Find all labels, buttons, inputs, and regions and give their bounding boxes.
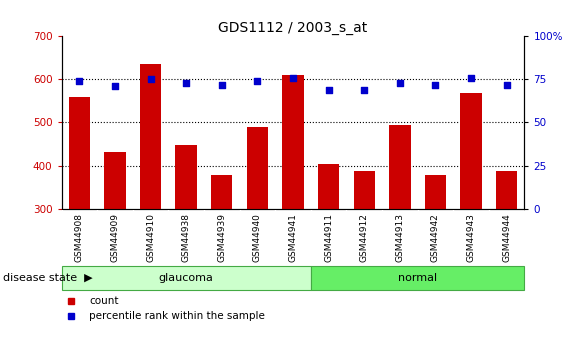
Point <box>74 78 84 84</box>
Bar <box>282 75 304 209</box>
Text: GSM44912: GSM44912 <box>360 213 369 262</box>
Point <box>110 83 120 89</box>
Bar <box>311 266 524 290</box>
Text: GSM44940: GSM44940 <box>253 213 262 262</box>
Point <box>395 80 404 86</box>
Bar <box>389 125 411 209</box>
Bar <box>461 93 482 209</box>
Bar <box>69 97 90 209</box>
Text: disease state  ▶: disease state ▶ <box>3 273 93 283</box>
Text: normal: normal <box>398 273 437 283</box>
Point <box>253 78 262 84</box>
Bar <box>247 127 268 209</box>
Text: GSM44944: GSM44944 <box>502 213 511 262</box>
Point <box>360 87 369 92</box>
Text: GSM44908: GSM44908 <box>75 213 84 262</box>
Bar <box>140 64 161 209</box>
Text: GSM44941: GSM44941 <box>288 213 298 262</box>
Text: GSM44913: GSM44913 <box>396 213 404 262</box>
Text: GSM44938: GSM44938 <box>182 213 190 262</box>
Point <box>502 82 512 87</box>
Text: count: count <box>89 296 119 306</box>
Point <box>466 75 476 80</box>
Text: percentile rank within the sample: percentile rank within the sample <box>89 312 265 321</box>
Bar <box>62 266 311 290</box>
Point <box>324 87 333 92</box>
Text: GSM44939: GSM44939 <box>217 213 226 262</box>
Text: GSM44943: GSM44943 <box>466 213 476 262</box>
Bar <box>496 171 517 209</box>
Text: GSM44942: GSM44942 <box>431 213 440 262</box>
Text: GSM44909: GSM44909 <box>110 213 120 262</box>
Point <box>431 82 440 87</box>
Bar <box>318 164 339 209</box>
Point <box>146 77 155 82</box>
Text: GSM44911: GSM44911 <box>324 213 333 262</box>
Text: glaucoma: glaucoma <box>159 273 214 283</box>
Bar <box>175 145 197 209</box>
Bar <box>425 175 446 209</box>
Bar <box>353 171 375 209</box>
Point <box>182 80 191 86</box>
Text: GSM44910: GSM44910 <box>146 213 155 262</box>
Title: GDS1112 / 2003_s_at: GDS1112 / 2003_s_at <box>219 21 367 35</box>
Point <box>288 75 298 80</box>
Bar <box>211 175 233 209</box>
Point <box>217 82 226 87</box>
Bar <box>104 152 125 209</box>
